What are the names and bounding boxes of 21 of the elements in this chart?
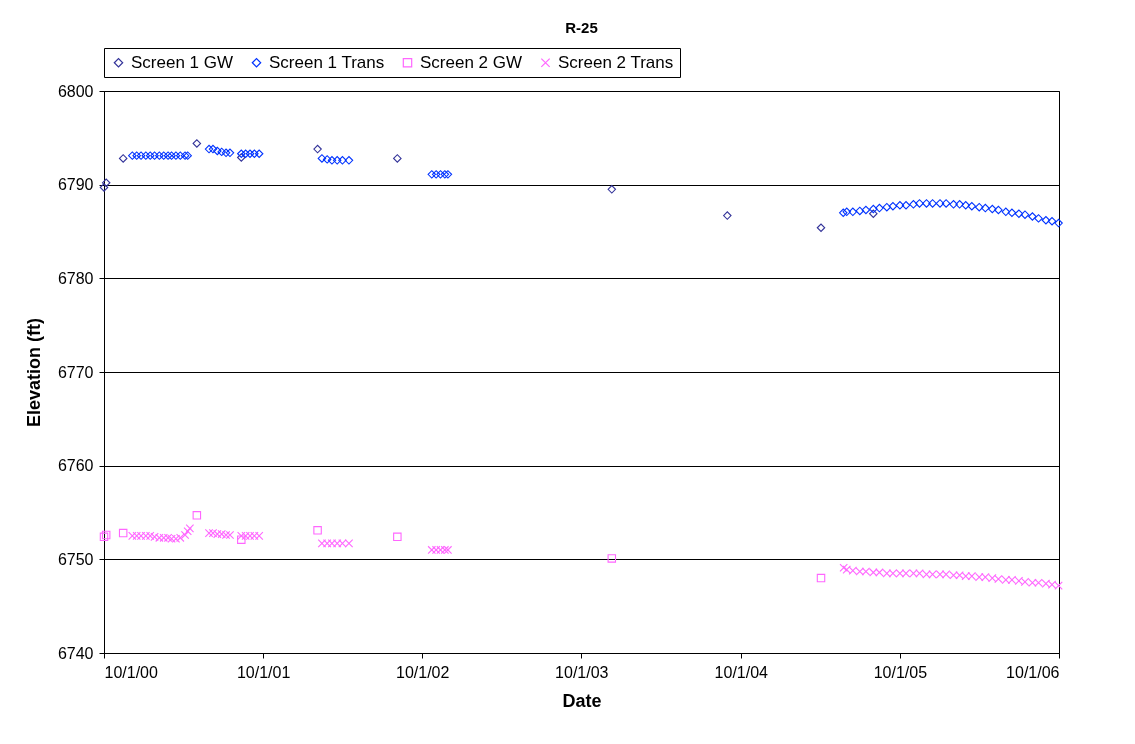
y-tick-label: 6790 xyxy=(57,176,94,194)
y-tick-label: 6760 xyxy=(57,457,94,475)
x-tick-label: 10/1/04 xyxy=(714,663,769,681)
y-tick-label: 6800 xyxy=(57,82,94,100)
y-tick-label: 6740 xyxy=(57,644,94,662)
legend-label: Screen 2 Trans xyxy=(558,52,674,72)
x-tick-label: 10/1/06 xyxy=(1006,663,1060,681)
legend-label: Screen 2 GW xyxy=(420,52,523,72)
x-tick-label: 10/1/03 xyxy=(555,663,609,681)
x-tick-label: 10/1/02 xyxy=(395,663,450,681)
legend-label: Screen 1 Trans xyxy=(269,52,385,72)
y-tick-label: 6770 xyxy=(57,363,94,381)
y-tick-label: 6780 xyxy=(57,269,94,287)
x-tick-label: 10/1/05 xyxy=(873,663,928,681)
legend-label: Screen 1 GW xyxy=(131,52,234,72)
x-axis-title: Date xyxy=(562,690,602,711)
x-tick-label: 10/1/01 xyxy=(236,663,291,681)
y-axis-title: Elevation (ft) xyxy=(23,317,44,428)
y-tick-label: 6750 xyxy=(57,550,94,568)
chart-title: R-25 xyxy=(565,18,598,36)
x-tick-label: 10/1/00 xyxy=(104,663,158,681)
